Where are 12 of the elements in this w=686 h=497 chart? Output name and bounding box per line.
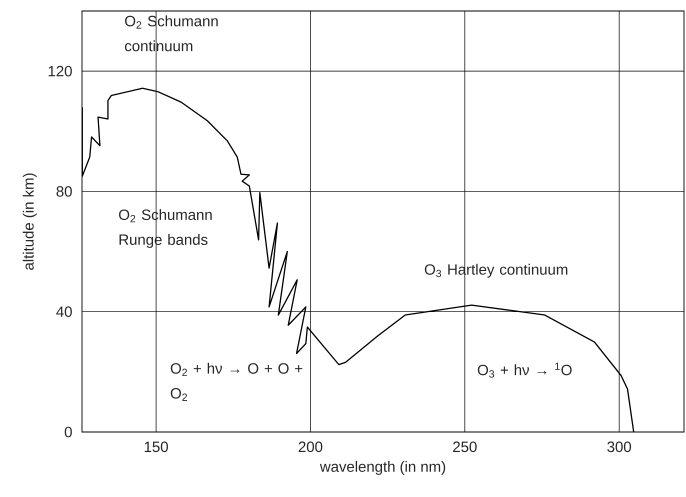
x-tick-label: 250 (453, 442, 477, 452)
x-tick-label: 300 (607, 442, 632, 452)
y-tick-label: 120 (48, 66, 72, 76)
annotation: O$_{3}$ + hν → $^{1}$O (478, 362, 572, 378)
x-axis-title: wavelength (in nm) (320, 460, 446, 475)
y-tick-label: 80 (56, 186, 72, 197)
y-axis-title: altitude (in km) (22, 173, 37, 270)
text: O$_{2}$ + hν → O + O + O$_{2}$ (170, 362, 302, 401)
x-tick-label: 200 (298, 442, 322, 452)
y-tick-label: 40 (56, 306, 72, 317)
x-tick-label: 150 (144, 442, 168, 452)
y-tick-label: 0 (64, 426, 72, 438)
